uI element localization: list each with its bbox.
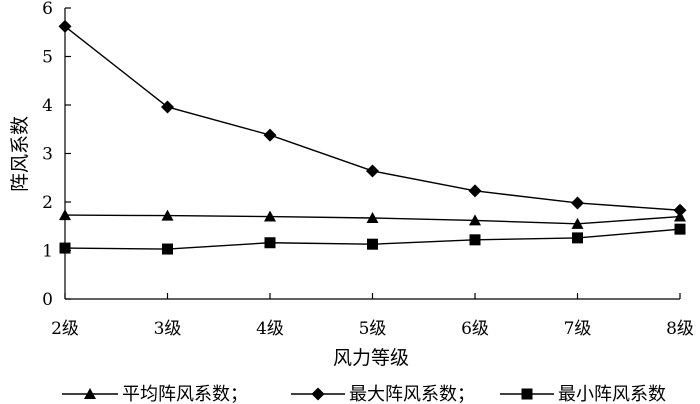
x-tick-label: 7级 — [564, 319, 592, 339]
y-tick-label: 3 — [42, 145, 53, 165]
data-point-square — [674, 223, 686, 235]
legend-label: 最大阵风系数； — [349, 384, 475, 404]
data-point-diamond — [468, 184, 482, 198]
x-tick-label: 6级 — [461, 319, 489, 339]
data-point-triangle — [59, 209, 71, 221]
y-tick-label: 2 — [42, 193, 53, 213]
x-tick-label: 3级 — [154, 319, 182, 339]
x-tick-label: 5级 — [359, 319, 387, 339]
legend-marker-diamond — [311, 387, 325, 401]
data-point-square — [367, 238, 378, 250]
data-point-triangle — [571, 217, 584, 229]
axes: 0 1 2 3 4 5 6 2级 3级 4级 5级 6级 7级 8级 — [42, 0, 694, 339]
data-point-diamond — [58, 19, 72, 33]
series-triangle — [59, 209, 686, 229]
legend-marker-square — [521, 388, 533, 400]
legend: 平均阵风系数； 最大阵风系数； 最小阵风系数 — [62, 384, 666, 404]
series-line — [64, 25, 681, 211]
y-axis-title: 阵风系数 — [9, 116, 31, 192]
data-point-diamond — [161, 100, 174, 114]
legend-label: 最小阵风系数 — [558, 384, 666, 404]
legend-label: 平均阵风系数； — [122, 384, 248, 404]
y-tick-label: 1 — [42, 242, 53, 262]
x-tick-label: 2级 — [51, 319, 79, 339]
y-tick-label: 0 — [42, 290, 53, 310]
x-axis-title: 风力等级 — [333, 347, 409, 369]
legend-marker-triangle — [84, 388, 96, 399]
data-point-triangle — [469, 214, 481, 226]
data-point-diamond — [673, 203, 687, 217]
data-point-square — [59, 242, 71, 254]
legend-item-square: 最小阵风系数 — [500, 384, 666, 404]
data-point-diamond — [263, 128, 277, 142]
data-point-square — [469, 234, 481, 246]
data-point-square — [264, 237, 276, 249]
legend-item-diamond: 最大阵风系数； — [291, 384, 475, 404]
data-point-triangle — [366, 212, 379, 224]
data-point-diamond — [366, 164, 379, 178]
data-point-triangle — [161, 209, 174, 221]
y-tick-label: 5 — [42, 48, 53, 68]
data-point-triangle — [264, 210, 276, 222]
series-square — [59, 223, 686, 255]
y-tick-label: 6 — [42, 0, 53, 19]
y-tick-label: 4 — [42, 96, 53, 116]
series-layer — [58, 19, 687, 255]
x-tick-label: 8级 — [666, 319, 694, 339]
x-tick-label: 4级 — [256, 319, 284, 339]
data-point-square — [572, 232, 583, 244]
data-point-square — [162, 243, 173, 255]
series-diamond — [58, 19, 687, 217]
legend-item-triangle: 平均阵风系数； — [62, 384, 248, 404]
data-point-diamond — [571, 196, 584, 210]
